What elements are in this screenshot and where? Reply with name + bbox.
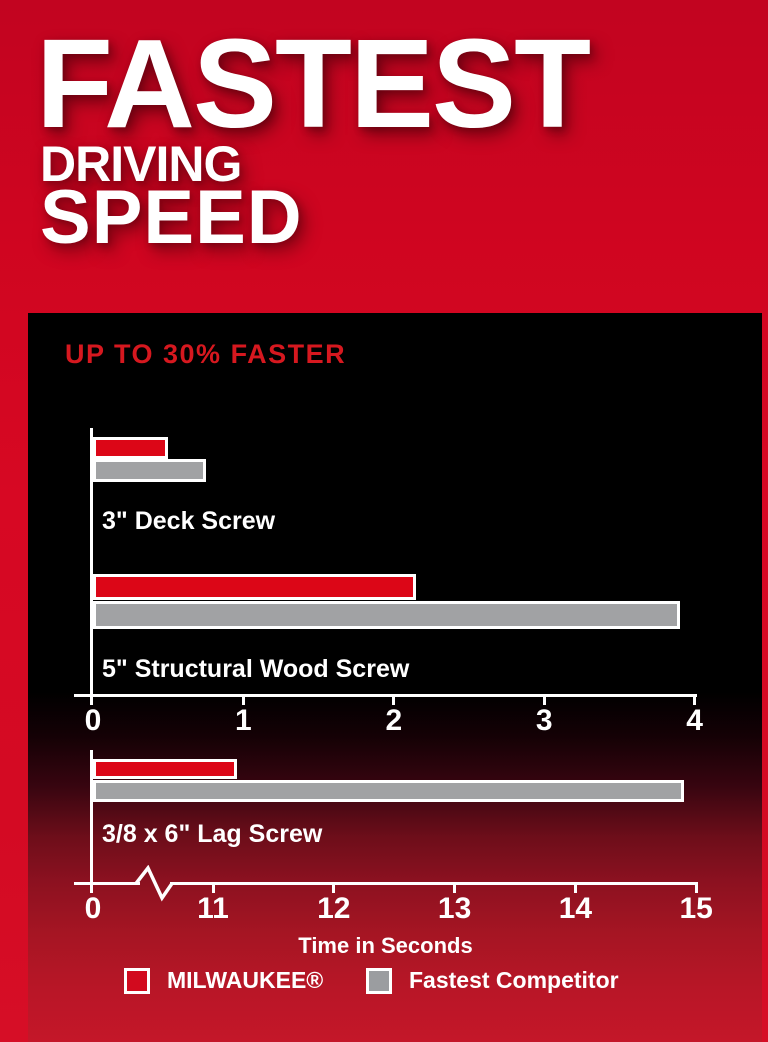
axis-tick (453, 882, 457, 893)
axis-tick-label: 0 (84, 892, 102, 925)
category-label-structural-screw: 5" Structural Wood Screw (102, 655, 410, 683)
category-label-deck-screw: 3" Deck Screw (102, 507, 276, 535)
chart-headline: UP TO 30% FASTER (65, 339, 347, 369)
axis-tick-label: 0 (84, 704, 102, 737)
axis-tick (241, 694, 245, 705)
axis-tick (392, 694, 396, 705)
page-subtitle-speed: SPEED (40, 175, 303, 260)
axis-tick (332, 882, 336, 893)
bar-milwaukee-deck-screw (93, 437, 169, 459)
axis-title-time-in-seconds: Time in Seconds (298, 933, 473, 958)
axis-tick-label: 2 (385, 704, 403, 737)
axis-tick-label: 1 (235, 704, 252, 737)
legend-item-milwaukee: MILWAUKEE® (124, 967, 323, 994)
bar-competitor-deck-screw (93, 459, 206, 482)
legend-swatch-milwaukee (124, 967, 150, 994)
category-label-lag-screw: 3/8 x 6" Lag Screw (102, 820, 323, 848)
legend-label-milwaukee: MILWAUKEE® (167, 967, 324, 993)
axis-tick (542, 694, 546, 705)
axis-tick-label: 13 (437, 892, 472, 925)
axis-tick-label: 3 (535, 704, 553, 737)
axis-tick-label: 11 (197, 892, 229, 925)
bar-competitor-lag-screw (93, 780, 685, 802)
chart-panel: UP TO 30% FASTER 3" Deck Screw 5" Struct… (28, 313, 762, 1042)
axis-tick (693, 694, 697, 705)
chart1-x-axis (74, 694, 697, 697)
legend-item-competitor: Fastest Competitor (366, 967, 619, 994)
bar-milwaukee-lag-screw (93, 759, 238, 779)
axis-tick-label: 12 (317, 892, 351, 925)
axis-tick-label: 4 (686, 704, 703, 737)
page-subtitle-driving: DRIVING (40, 136, 242, 192)
bar-competitor-structural-screw (93, 601, 680, 629)
legend-swatch-competitor (366, 967, 392, 994)
axis-tick (211, 882, 215, 893)
axis-break-icon (134, 865, 174, 902)
axis-tick (694, 882, 698, 893)
chart2-x-axis-segment (170, 882, 697, 885)
page-title: FASTEST (36, 13, 591, 154)
chart2-baseline (90, 750, 93, 893)
axis-tick-label: 15 (679, 892, 713, 925)
chart1-baseline (90, 428, 93, 705)
axis-tick-label: 14 (558, 892, 593, 925)
legend-label-competitor: Fastest Competitor (409, 967, 619, 993)
bar-milwaukee-structural-screw (93, 574, 417, 600)
chart2-x-axis-segment (74, 882, 140, 885)
axis-tick (573, 882, 577, 893)
